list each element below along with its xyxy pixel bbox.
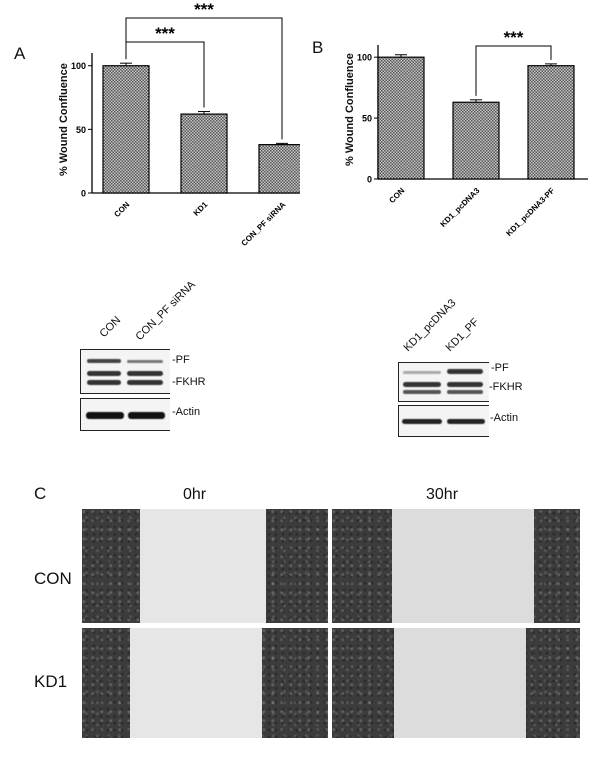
y-tick-label: 50	[362, 114, 372, 124]
bar	[102, 65, 150, 194]
chart-a: 0 50 100 CON KD1 CON_PF siRNA *** ***	[71, 0, 300, 248]
y-tick-label: 50	[76, 125, 86, 135]
significance-bracket	[475, 45, 552, 96]
blot-left-label-pf: -PF	[172, 354, 190, 366]
bar	[258, 144, 300, 194]
band	[127, 371, 163, 376]
blot-left-label-actin: -Actin	[172, 406, 201, 418]
row-label-con: CON	[34, 569, 72, 588]
blot-right-pf-fkhr	[398, 362, 489, 402]
blot-right-label-actin: -Actin	[490, 412, 519, 424]
micrograph-kd1-30hr	[332, 628, 580, 738]
blot-right-label-pf: -PF	[491, 362, 509, 374]
bar	[527, 65, 575, 180]
bar	[452, 101, 500, 180]
blot-left-pf-fkhr	[80, 349, 170, 394]
band	[447, 390, 483, 394]
x-tick-label: CON	[387, 186, 406, 205]
panel-a-letter: A	[14, 44, 26, 63]
y-tick-label: 0	[367, 175, 372, 185]
blot-left-actin	[80, 398, 170, 431]
y-tick-label: 0	[81, 189, 86, 199]
x-tick-label: KD1_pcDNA3	[439, 186, 482, 229]
y-tick-label: 100	[71, 61, 86, 71]
wound-gap	[394, 628, 526, 738]
band	[127, 380, 163, 385]
column-label-0hr: 0hr	[183, 486, 207, 503]
panel-b-letter: B	[312, 38, 324, 57]
blot-left-lane-2: CON_PF siRNA	[133, 278, 198, 343]
wound-gap	[392, 509, 534, 623]
blot-left-lane-1: CON	[97, 314, 124, 340]
chart-a-ylabel: % Wound Confluence	[58, 63, 70, 176]
band	[86, 412, 124, 419]
blot-right-label-fkhr: -FKHR	[489, 381, 523, 393]
x-tick-label: KD1_pcDNA3-PF	[504, 186, 556, 238]
panel-c-letter: C	[34, 484, 47, 503]
significance-bracket	[125, 17, 283, 140]
band	[87, 359, 121, 363]
x-tick-label: KD1	[192, 200, 210, 218]
blot-right-lane-2: KD1_PF	[443, 316, 482, 354]
x-tick-label: CON	[112, 200, 131, 219]
micrograph-con-30hr	[332, 509, 580, 623]
significance-label: ***	[194, 0, 214, 19]
band	[447, 369, 483, 374]
row-label-kd1: KD1	[34, 672, 68, 691]
wound-gap	[140, 509, 266, 623]
band	[87, 371, 121, 376]
chart-b-ylabel: % Wound Confluence	[344, 53, 356, 166]
blot-right-actin	[398, 405, 489, 437]
band	[403, 382, 441, 387]
band	[402, 419, 442, 424]
blot-left-label-fkhr: -FKHR	[172, 376, 206, 388]
band	[403, 371, 441, 374]
micrograph-con-0hr	[82, 509, 328, 623]
band	[447, 419, 485, 424]
significance-label: ***	[155, 24, 175, 43]
column-label-30hr: 30hr	[426, 486, 459, 503]
band	[403, 390, 441, 394]
wound-gap	[130, 628, 262, 738]
y-tick-label: 100	[357, 53, 372, 63]
x-tick-label: CON_PF siRNA	[240, 200, 288, 248]
bar	[180, 113, 228, 194]
band	[127, 360, 163, 363]
band	[128, 412, 165, 419]
band	[87, 380, 121, 385]
chart-b: 0 50 100 CON KD1_pcDNA3 KD1_pcDNA3-PF ***	[357, 28, 588, 238]
band	[447, 382, 483, 387]
micrograph-kd1-0hr	[82, 628, 328, 738]
bar	[377, 56, 425, 180]
significance-label: ***	[504, 28, 524, 47]
